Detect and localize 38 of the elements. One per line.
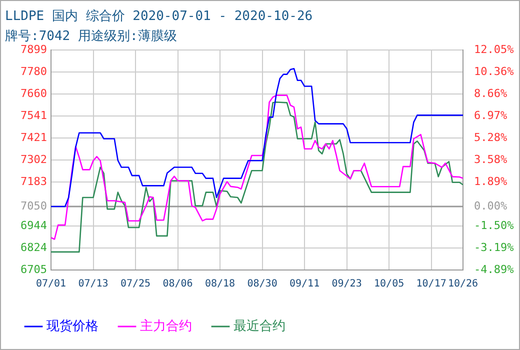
- y-tick-label: 7660: [20, 87, 47, 100]
- chart-title: LLDPE 国内 综合价 2020-07-01 - 2020-10-26: [5, 9, 313, 24]
- x-tick-label: 09/11: [289, 278, 320, 290]
- y2-tick-label: 5.28%: [474, 130, 508, 144]
- x-tick-label: 10/17: [416, 278, 446, 290]
- y-tick-label: 7780: [20, 64, 47, 78]
- x-tick-label: 07/13: [78, 278, 108, 290]
- y2-tick-label: -3.19%: [474, 240, 514, 254]
- y2-tick-label: -4.89%: [474, 262, 514, 276]
- y-tick-label: 6944: [20, 218, 48, 232]
- chart-subtitle: 牌号:7042 用途级别:薄膜级: [5, 28, 177, 44]
- x-tick-label: 10/05: [374, 278, 404, 290]
- y-tick-label: 7050: [20, 199, 47, 212]
- y-tick-label: 7183: [20, 174, 47, 188]
- y-tick-label: 7899: [20, 43, 47, 56]
- y2-tick-label: -1.50%: [474, 218, 514, 232]
- y2-tick-label: 12.05%: [474, 43, 514, 56]
- y-tick-label: 7302: [20, 152, 47, 166]
- x-tick-label: 07/01: [36, 278, 66, 290]
- x-tick-label: 07/25: [120, 278, 151, 290]
- legend-label: 主力合约: [140, 318, 192, 334]
- legend-label: 现货价格: [46, 318, 98, 334]
- x-tick-label: 10/26: [448, 278, 478, 290]
- y2-tick-label: 3.58%: [474, 152, 508, 166]
- y-tick-label: 6824: [20, 240, 48, 254]
- x-tick-label: 08/30: [247, 278, 278, 290]
- y2-tick-label: 6.97%: [474, 108, 508, 122]
- x-tick-label: 08/18: [204, 278, 236, 290]
- legend-label: 最近合约: [234, 318, 286, 334]
- y-tick-label: 7541: [20, 108, 47, 122]
- y2-tick-label: 8.66%: [474, 87, 508, 100]
- y-tick-label: 7421: [20, 131, 47, 144]
- y2-tick-label: 1.89%: [474, 174, 508, 188]
- y2-tick-label: 0.00%: [474, 199, 508, 212]
- x-tick-label: 09/23: [332, 278, 362, 290]
- y-tick-label: 6705: [20, 262, 47, 276]
- x-tick-label: 08/06: [162, 278, 193, 290]
- y2-tick-label: 10.36%: [474, 64, 514, 78]
